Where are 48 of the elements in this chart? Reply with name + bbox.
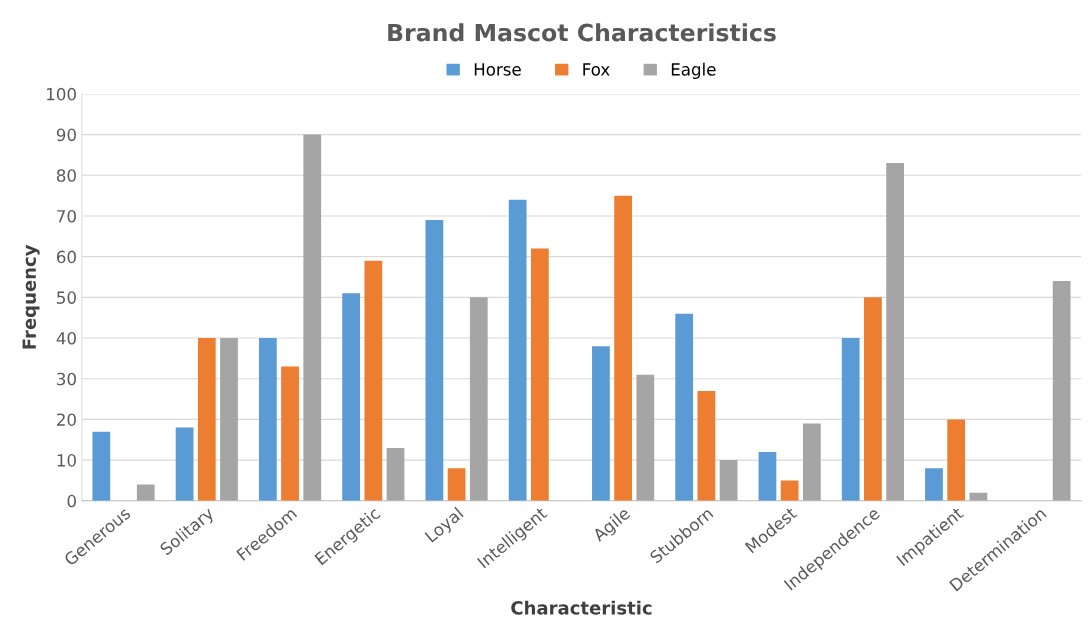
bar bbox=[197, 338, 216, 501]
bar bbox=[592, 346, 610, 501]
bar bbox=[175, 427, 194, 501]
bar bbox=[447, 468, 466, 501]
y-axis-title: Frequency bbox=[22, 244, 40, 349]
bar bbox=[780, 480, 799, 501]
x-axis-title: Characteristic bbox=[511, 600, 652, 615]
y-tick-label: 10 bbox=[57, 454, 76, 467]
y-tick-label: 30 bbox=[57, 372, 76, 386]
bar bbox=[697, 390, 716, 501]
chart-title: Brand Mascot Characteristics bbox=[388, 23, 776, 42]
y-tick-label: 100 bbox=[47, 87, 76, 101]
bar bbox=[1052, 281, 1071, 501]
y-tick-label: 60 bbox=[56, 250, 76, 264]
bar bbox=[342, 293, 361, 501]
bar bbox=[281, 366, 299, 501]
bar bbox=[636, 374, 655, 501]
bar bbox=[364, 260, 383, 501]
bar bbox=[425, 220, 444, 501]
legend-label: Fox bbox=[583, 63, 610, 76]
bar bbox=[675, 313, 694, 501]
bar bbox=[220, 338, 238, 501]
legend-label: Eagle bbox=[671, 62, 716, 79]
bar bbox=[136, 484, 155, 501]
bar bbox=[886, 163, 904, 501]
bar bbox=[530, 248, 549, 501]
bar bbox=[758, 451, 777, 501]
legend-label: Horse bbox=[474, 63, 521, 76]
y-tick-label: 70 bbox=[57, 209, 76, 223]
bar bbox=[92, 431, 111, 501]
bar bbox=[947, 419, 966, 501]
y-tick-label: 50 bbox=[57, 291, 76, 304]
bar bbox=[303, 134, 322, 501]
y-tick-label: 90 bbox=[56, 128, 76, 142]
bar bbox=[841, 338, 860, 501]
bar bbox=[802, 423, 821, 501]
y-tick-label: 80 bbox=[56, 169, 76, 182]
bar bbox=[258, 338, 277, 501]
bar bbox=[386, 447, 405, 501]
bar bbox=[614, 195, 632, 501]
bar bbox=[469, 297, 488, 501]
bar bbox=[508, 199, 527, 501]
y-tick-label: 20 bbox=[57, 413, 76, 426]
bar bbox=[925, 468, 943, 501]
y-tick-label: 40 bbox=[56, 332, 76, 345]
y-tick-label: 0 bbox=[67, 494, 76, 508]
bar bbox=[719, 460, 738, 501]
bar bbox=[864, 297, 882, 501]
